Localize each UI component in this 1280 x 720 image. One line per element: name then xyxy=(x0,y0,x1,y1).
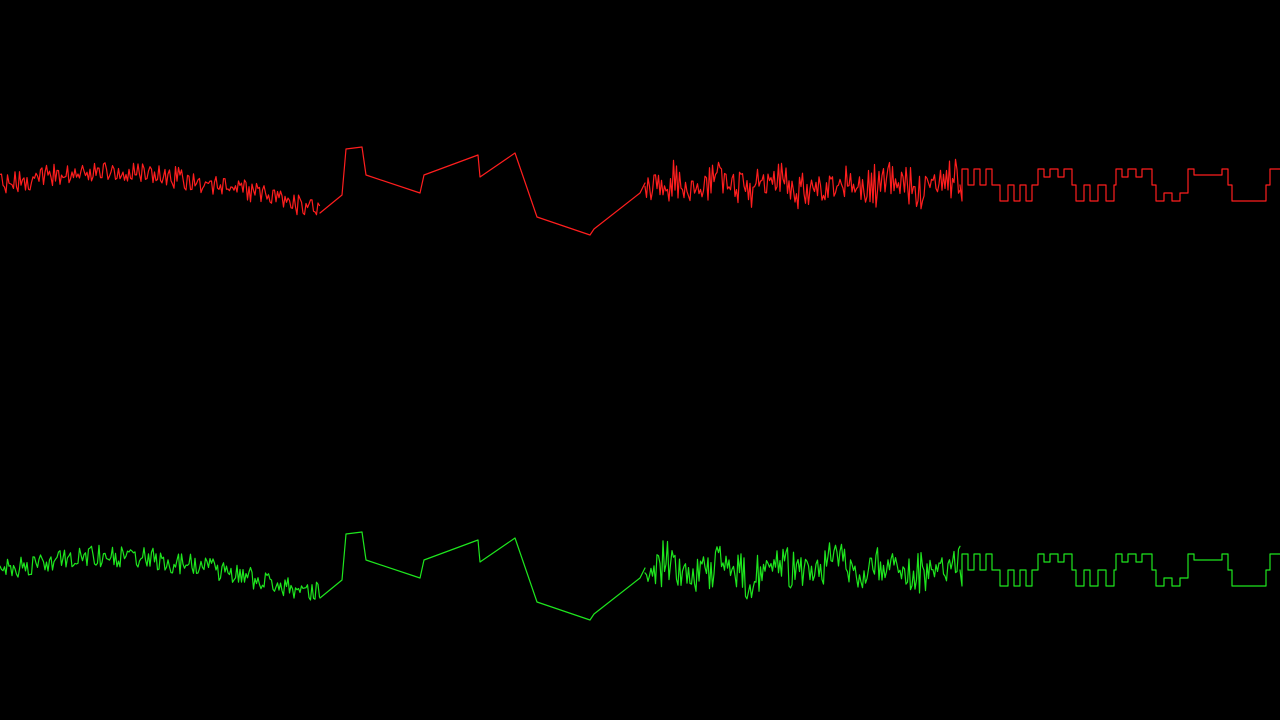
channel-1-sawtooth-section xyxy=(319,146,646,236)
channel-1-noise-section-2 xyxy=(644,158,961,210)
channel-2-sawtooth-section xyxy=(319,531,646,621)
channel-2-square-section xyxy=(959,553,1280,587)
waveform-channels xyxy=(0,146,1280,621)
channel-2-trace xyxy=(0,531,1280,621)
channel-1-square-section xyxy=(959,168,1280,202)
channel-1-trace xyxy=(0,146,1280,236)
channel-2-noise-section-2 xyxy=(644,540,961,600)
channel-2-noise-section-1 xyxy=(0,544,321,601)
channel-1-noise-section-1 xyxy=(0,162,321,216)
